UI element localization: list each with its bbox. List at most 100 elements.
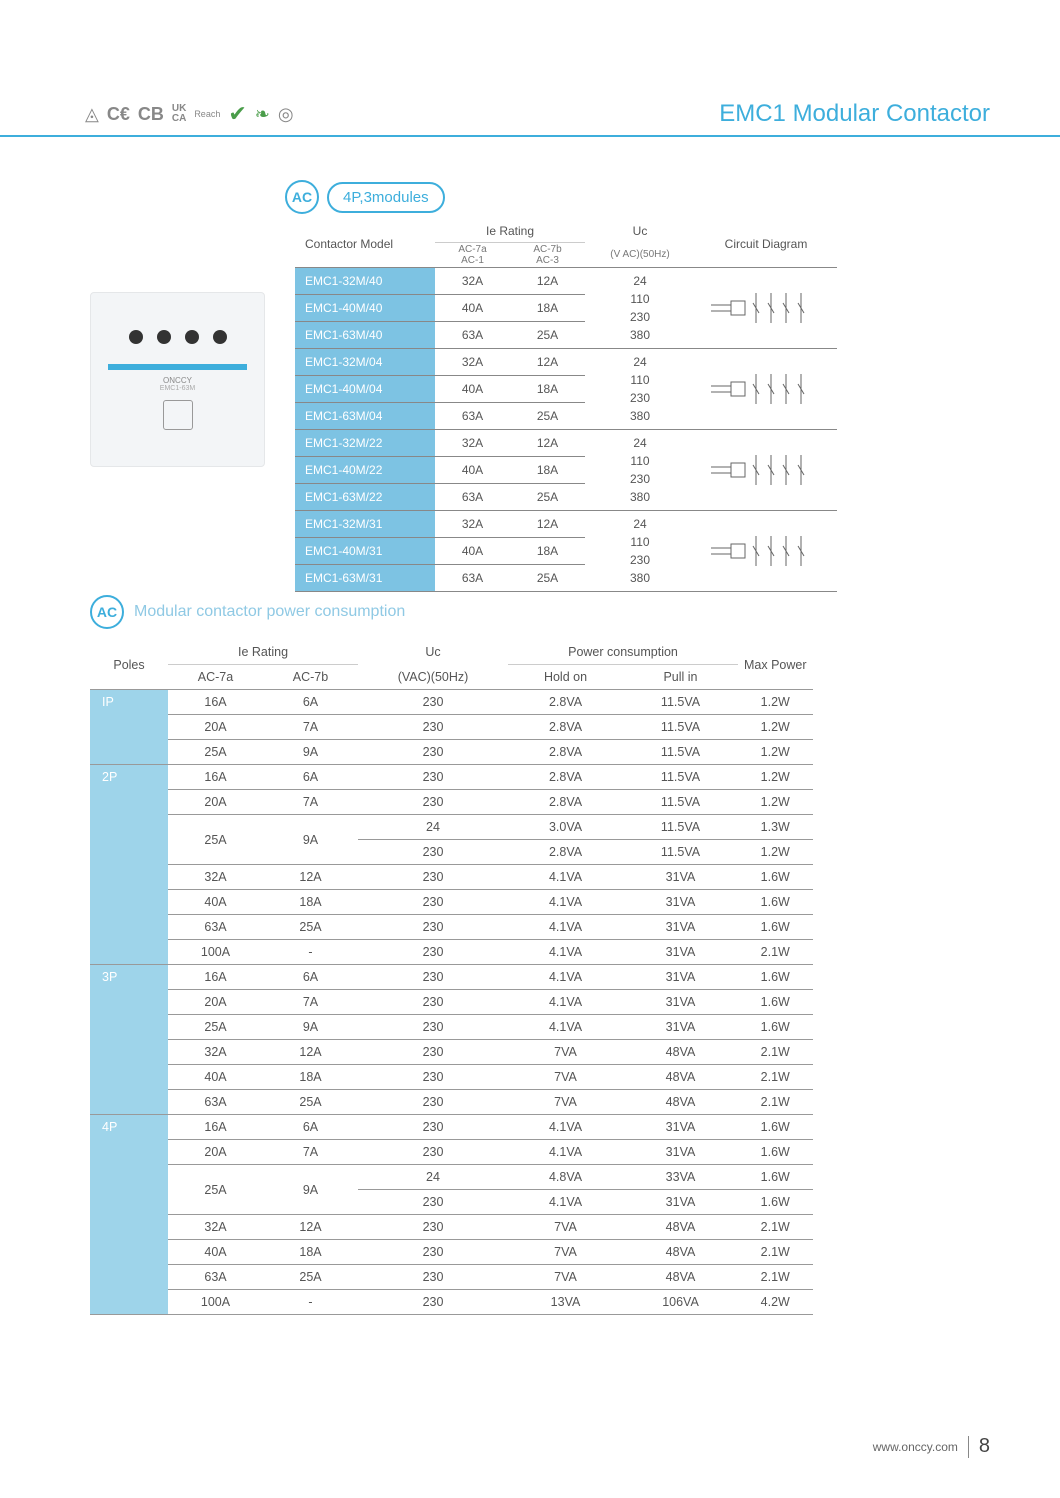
th-uc2-sub: (VAC)(50Hz) — [358, 665, 508, 690]
cell-value: 32A — [435, 268, 510, 295]
cell-value: 1.6W — [738, 1190, 813, 1215]
cell-value: 230 — [358, 1140, 508, 1165]
cert-reach-icon: Reach — [194, 109, 220, 119]
th-uc: Uc — [585, 220, 695, 243]
cell-value: 16A — [168, 690, 263, 715]
cell-value: 12A — [263, 1215, 358, 1240]
cell-value: 11.5VA — [623, 840, 738, 865]
cell-value: 230 — [358, 1190, 508, 1215]
cell-value: 32A — [435, 511, 510, 538]
cell-value: 230 — [358, 715, 508, 740]
cell-uc: 24110230380 — [585, 268, 695, 349]
cell-value: 4.1VA — [508, 915, 623, 940]
table-row: 2P16A6A2302.8VA11.5VA1.2W — [90, 765, 813, 790]
cell-value: 63A — [168, 915, 263, 940]
table-row: 100A-23013VA106VA4.2W — [90, 1290, 813, 1315]
cell-value: 230 — [358, 915, 508, 940]
cell-value: 2.1W — [738, 1240, 813, 1265]
cell-value: 4.1VA — [508, 890, 623, 915]
cell-uc: 24110230380 — [585, 511, 695, 592]
cell-model: EMC1-32M/40 — [295, 268, 435, 295]
cell-value: 7VA — [508, 1090, 623, 1115]
table-row: 63A25A2307VA48VA2.1W — [90, 1090, 813, 1115]
cell-value: 7A — [263, 1140, 358, 1165]
cell-value: 4.1VA — [508, 865, 623, 890]
cert-leaf-icon: ❧ — [255, 104, 270, 125]
circuit-diagram-icon — [701, 445, 831, 495]
cell-value: 1.3W — [738, 815, 813, 840]
certification-icons: ◬ C€ CB UKCA Reach ✔ ❧ ◎ — [85, 101, 294, 127]
cell-value: 48VA — [623, 1090, 738, 1115]
cell-value: 230 — [358, 1015, 508, 1040]
cell-value: 1.6W — [738, 1115, 813, 1140]
cell-value: 40A — [435, 376, 510, 403]
cell-value: 2.1W — [738, 1265, 813, 1290]
cell-value: - — [263, 1290, 358, 1315]
page-footer: www.onccy.com 8 — [873, 1435, 990, 1458]
circuit-diagram-icon — [701, 283, 831, 333]
cell-value: 230 — [358, 1115, 508, 1140]
cell-value: 48VA — [623, 1215, 738, 1240]
cell-value: 2.8VA — [508, 690, 623, 715]
cell-value: 4.1VA — [508, 1115, 623, 1140]
cell-uc: 24110230380 — [585, 349, 695, 430]
cell-diagram — [695, 511, 837, 592]
cell-value: 31VA — [623, 1190, 738, 1215]
cell-value: 230 — [358, 690, 508, 715]
cell-value: 230 — [358, 740, 508, 765]
cell-value: 32A — [168, 865, 263, 890]
circuit-diagram-icon — [701, 364, 831, 414]
cell-value: 1.6W — [738, 1015, 813, 1040]
cell-value: 25A — [510, 484, 585, 511]
cell-value: 2.1W — [738, 1065, 813, 1090]
cert-triangle-icon: ◬ — [85, 104, 99, 125]
cell-value: 230 — [358, 840, 508, 865]
cell-diagram — [695, 268, 837, 349]
cell-value: 230 — [358, 765, 508, 790]
footer-url: www.onccy.com — [873, 1440, 958, 1454]
cell-value: 230 — [358, 1065, 508, 1090]
cell-value: 4.1VA — [508, 965, 623, 990]
cell-value: 1.2W — [738, 790, 813, 815]
cert-ukca-icon: UKCA — [172, 104, 186, 124]
circuit-diagram-icon — [701, 526, 831, 576]
th-ie-sub2: AC-7bAC-3 — [510, 243, 585, 268]
cell-value: 230 — [358, 865, 508, 890]
cell-value: 31VA — [623, 1015, 738, 1040]
cell-value: 106VA — [623, 1290, 738, 1315]
cell-value: 7VA — [508, 1040, 623, 1065]
modules-badge: 4P,3modules — [327, 182, 445, 213]
cell-value: 40A — [168, 1240, 263, 1265]
cell-poles: 4P — [90, 1115, 168, 1315]
th-power: Power consumption — [508, 640, 738, 665]
ac-badge: AC — [285, 180, 319, 214]
product-image: ONCCY EMC1-63M — [90, 292, 265, 467]
cell-value: 6A — [263, 965, 358, 990]
cell-value: 31VA — [623, 1140, 738, 1165]
cell-value: 12A — [263, 1040, 358, 1065]
power-consumption-table: Poles Ie Rating Uc Power consumption Max… — [90, 640, 813, 1315]
table-row: 20A7A2304.1VA31VA1.6W — [90, 990, 813, 1015]
table-row: 20A7A2302.8VA11.5VA1.2W — [90, 715, 813, 740]
cell-value: 48VA — [623, 1240, 738, 1265]
cell-value: 230 — [358, 1040, 508, 1065]
cell-value: 63A — [168, 1265, 263, 1290]
cell-value: 63A — [435, 403, 510, 430]
table-row: 25A9A2302.8VA11.5VA1.2W — [90, 740, 813, 765]
cell-value: 25A — [263, 915, 358, 940]
cell-value: 1.6W — [738, 1165, 813, 1190]
header-divider — [0, 135, 1060, 137]
th-ie: Ie Rating — [435, 220, 585, 243]
cell-value: 16A — [168, 765, 263, 790]
cell-value: 230 — [358, 1215, 508, 1240]
cell-model: EMC1-32M/04 — [295, 349, 435, 376]
cell-value: 2.1W — [738, 940, 813, 965]
cell-value: 100A — [168, 940, 263, 965]
cell-value: 11.5VA — [623, 740, 738, 765]
cell-value: 31VA — [623, 915, 738, 940]
cell-value: 2.1W — [738, 1215, 813, 1240]
cell-model: EMC1-40M/40 — [295, 295, 435, 322]
cell-value: 3.0VA — [508, 815, 623, 840]
section1-badge-row: AC 4P,3modules — [285, 180, 445, 214]
cell-value: 1.6W — [738, 915, 813, 940]
